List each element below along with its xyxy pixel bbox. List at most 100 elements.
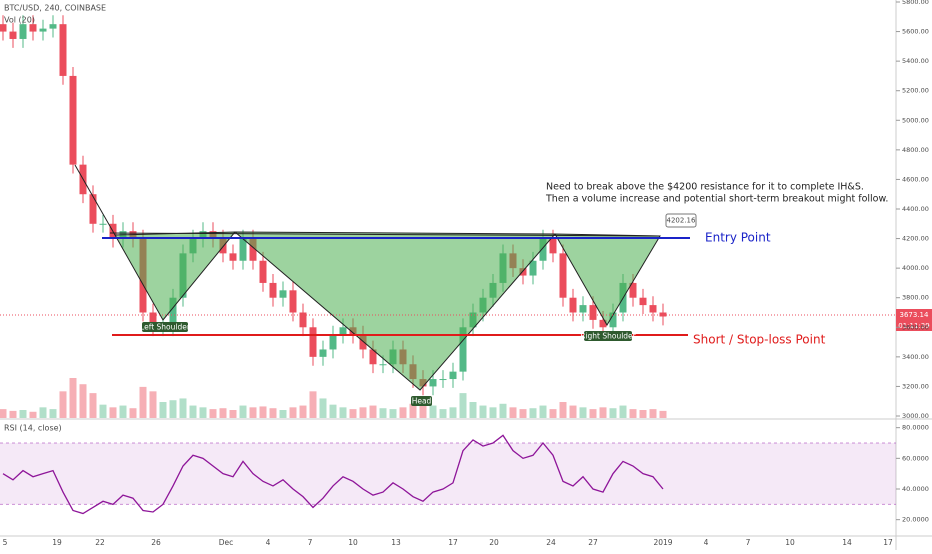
candle-body	[229, 253, 237, 261]
right-shoulder-shape	[554, 233, 661, 326]
candle-body	[449, 371, 457, 380]
entry-label: Entry Point	[705, 231, 771, 245]
volume-bar	[389, 409, 397, 418]
last-price: 3673.14	[900, 311, 929, 319]
volume-bar	[659, 410, 667, 418]
volume-bar	[439, 409, 447, 418]
annotation: Then a volume increase and potential sho…	[545, 194, 888, 205]
volume-bar	[239, 405, 247, 418]
candle-body	[329, 334, 337, 350]
volume-bar	[99, 404, 107, 418]
time-label: 17	[448, 538, 458, 547]
time-label: 4	[266, 538, 271, 547]
candle-body	[19, 24, 27, 39]
label-box	[584, 331, 632, 341]
candle-body	[549, 238, 557, 254]
candle-body	[569, 297, 577, 313]
time-label: 7	[746, 538, 751, 547]
label-box	[142, 322, 188, 332]
volume-bar	[609, 408, 617, 418]
rsi-tick-label: 20.0000	[902, 516, 929, 524]
candle-body	[239, 238, 247, 261]
volume-bar	[369, 405, 377, 418]
candle-body	[319, 349, 327, 357]
volume-bar	[619, 405, 627, 418]
volume-bar	[649, 409, 657, 418]
neckline	[109, 232, 661, 237]
time-label: 20	[489, 538, 499, 547]
candle-body	[9, 31, 17, 39]
last-price-tag	[896, 309, 932, 320]
volume-bar	[339, 407, 347, 418]
price-tick-label: 5600.00	[902, 28, 929, 36]
volume-bar	[319, 398, 327, 418]
volume-bar	[19, 410, 27, 418]
volume-bar	[79, 384, 87, 418]
volume-bar	[179, 398, 187, 418]
volume-bar	[629, 409, 637, 418]
candle-body	[249, 238, 257, 261]
price-tick-label: 3000.00	[902, 412, 929, 420]
volume-bar	[489, 407, 497, 418]
volume-bar	[539, 405, 547, 418]
candle-body	[169, 297, 177, 328]
candle-body	[559, 253, 567, 298]
volume-bar	[0, 409, 7, 418]
price-tick-label: 4200.00	[902, 235, 929, 243]
candle-body	[659, 312, 667, 317]
volume-bar	[29, 411, 37, 418]
volume-bar	[409, 403, 417, 418]
volume-bar	[209, 409, 217, 418]
price-tick-label: 5200.00	[902, 87, 929, 95]
rsi-tick-label: 80.0000	[902, 424, 929, 432]
candle-body	[579, 305, 587, 313]
candle-body	[609, 312, 617, 328]
volume-bar	[159, 402, 167, 418]
volume-bar	[279, 410, 287, 418]
volume-bar	[469, 402, 477, 418]
volume-bar	[69, 378, 77, 418]
annotation: Need to break above the $4200 resistance…	[546, 182, 864, 193]
volume-bar	[449, 407, 457, 418]
volume-bar	[589, 409, 597, 418]
volume-bar	[289, 407, 297, 418]
time-label: 5	[3, 538, 8, 547]
volume-bar	[199, 407, 207, 418]
volume-bar	[189, 405, 197, 418]
volume-bar	[579, 407, 587, 418]
head-label: Head	[412, 397, 432, 406]
candle-body	[339, 327, 347, 335]
time-label: 22	[95, 538, 105, 547]
price-tick-label: 3600.00	[902, 323, 929, 331]
candle-body	[29, 24, 37, 32]
volume-bar	[379, 408, 387, 418]
price-tick-label: 5400.00	[902, 57, 929, 65]
volume-bar	[419, 400, 427, 418]
volume-bar	[309, 391, 317, 418]
price-tick-label: 3200.00	[902, 382, 929, 390]
time-label: 10	[348, 538, 358, 547]
candle-body	[49, 24, 57, 29]
volume-bar	[229, 410, 237, 418]
volume-bar	[139, 386, 147, 418]
candle-body	[539, 238, 547, 261]
candle-body	[359, 334, 367, 350]
countdown: 01:11:39	[898, 322, 929, 330]
stop-label: Short / Stop-loss Point	[693, 333, 826, 347]
price-tick-label: 4800.00	[902, 146, 929, 154]
candle-body	[589, 305, 597, 320]
price-tick-label: 3800.00	[902, 294, 929, 302]
candle-body	[629, 282, 637, 298]
candle-body	[649, 305, 657, 313]
candle-body	[529, 260, 537, 276]
volume-bar	[559, 402, 567, 418]
volume-bar	[429, 405, 437, 418]
time-label: 7	[308, 538, 313, 547]
rsi-band	[0, 443, 896, 505]
volume-bar	[169, 400, 177, 418]
candle-body	[439, 379, 447, 381]
rsi-line	[2, 434, 664, 515]
price-tick-label: 4600.00	[902, 175, 929, 183]
